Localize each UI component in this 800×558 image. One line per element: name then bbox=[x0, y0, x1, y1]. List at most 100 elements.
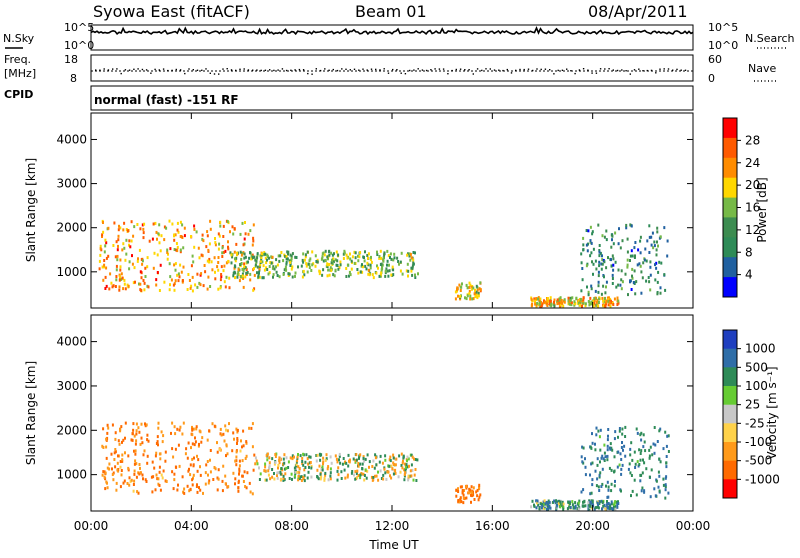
heatmap-cell bbox=[385, 267, 388, 271]
heatmap-cell bbox=[406, 253, 409, 257]
heatmap-cell bbox=[221, 255, 224, 258]
heatmap-cell bbox=[476, 494, 479, 498]
heatmap-cell bbox=[614, 231, 617, 235]
heatmap-cell bbox=[591, 230, 594, 234]
heatmap-cell bbox=[475, 292, 478, 296]
heatmap-cell bbox=[607, 428, 610, 431]
heatmap-cell bbox=[586, 249, 589, 253]
heatmap-cell bbox=[138, 248, 141, 252]
heatmap-cell bbox=[611, 273, 614, 277]
nave-point bbox=[578, 69, 581, 71]
nave-point bbox=[247, 69, 250, 71]
heatmap-cell bbox=[639, 452, 642, 455]
heatmap-cell bbox=[170, 278, 173, 282]
heatmap-cell bbox=[301, 275, 304, 279]
heatmap-cell bbox=[541, 504, 544, 508]
heatmap-cell bbox=[173, 248, 176, 251]
nave-point bbox=[468, 69, 470, 71]
heatmap-cell bbox=[641, 486, 644, 490]
heatmap-cell bbox=[610, 489, 613, 493]
colorbar-tick-label: 24 bbox=[745, 156, 760, 170]
heatmap-cell bbox=[182, 490, 185, 494]
heatmap-cell bbox=[160, 473, 163, 477]
heatmap-cell bbox=[218, 234, 221, 238]
heatmap-cell bbox=[617, 301, 620, 305]
heatmap-cell bbox=[237, 270, 240, 274]
heatmap-cell bbox=[243, 267, 246, 271]
nave-point bbox=[574, 72, 576, 75]
heatmap-cell bbox=[391, 467, 394, 471]
y-tick-label: 4000 bbox=[56, 335, 87, 349]
heatmap-cell bbox=[615, 285, 618, 289]
heatmap-cell bbox=[319, 458, 322, 462]
heatmap-cell bbox=[629, 259, 631, 262]
heatmap-cell bbox=[378, 256, 381, 260]
heatmap-cell bbox=[160, 430, 163, 434]
heatmap-cell bbox=[136, 223, 139, 226]
nave-point bbox=[489, 68, 491, 70]
heatmap-cell bbox=[254, 456, 257, 460]
heatmap-cell bbox=[241, 445, 243, 449]
heatmap-cell bbox=[603, 275, 605, 279]
heatmap-cell bbox=[244, 232, 247, 236]
heatmap-cell bbox=[189, 487, 192, 491]
heatmap-cell bbox=[638, 448, 641, 452]
heatmap-cell bbox=[203, 264, 206, 267]
heatmap-cell bbox=[173, 472, 176, 476]
heatmap-cell bbox=[141, 223, 144, 227]
heatmap-cell bbox=[268, 466, 271, 470]
heatmap-cell bbox=[639, 251, 642, 255]
heatmap-cell bbox=[357, 271, 360, 275]
heatmap-cell bbox=[264, 256, 267, 260]
heatmap-cell bbox=[118, 442, 121, 446]
heatmap-cell bbox=[457, 490, 460, 493]
heatmap-cell bbox=[571, 503, 574, 507]
heatmap-cell bbox=[290, 259, 293, 262]
heatmap-cell bbox=[151, 237, 154, 241]
heatmap-cell bbox=[111, 423, 114, 427]
colorbar-tick-label: -100 bbox=[745, 435, 772, 449]
heatmap-cell bbox=[349, 257, 352, 261]
heatmap-cell bbox=[202, 239, 205, 243]
heatmap-cell bbox=[620, 269, 623, 273]
heatmap-cell bbox=[559, 296, 562, 300]
heatmap-cell bbox=[115, 481, 118, 485]
heatmap-cell bbox=[603, 300, 606, 304]
heatmap-cell bbox=[221, 251, 224, 255]
heatmap-cell bbox=[175, 242, 178, 245]
heatmap-cell bbox=[240, 253, 243, 257]
heatmap-cell bbox=[153, 251, 156, 255]
heatmap-cell bbox=[111, 285, 114, 289]
heatmap-cell bbox=[212, 478, 215, 481]
colorbar-segment bbox=[723, 118, 737, 139]
heatmap-cell bbox=[273, 267, 276, 271]
nave-point bbox=[379, 69, 381, 71]
heatmap-cell bbox=[264, 478, 267, 482]
heatmap-cell bbox=[263, 268, 266, 272]
heatmap-cell bbox=[559, 505, 562, 509]
heatmap-cell bbox=[226, 220, 229, 223]
nave-point bbox=[392, 68, 394, 71]
heatmap-cell bbox=[113, 458, 116, 461]
heatmap-cell bbox=[270, 255, 273, 259]
heatmap-cell bbox=[618, 429, 621, 433]
heatmap-cell bbox=[653, 487, 656, 491]
heatmap-cell bbox=[587, 290, 590, 294]
heatmap-cell bbox=[404, 468, 407, 471]
heatmap-cell bbox=[597, 485, 600, 489]
heatmap-cell bbox=[601, 482, 604, 486]
heatmap-cell bbox=[252, 468, 255, 472]
heatmap-cell bbox=[589, 492, 592, 496]
heatmap-cell bbox=[245, 486, 248, 490]
heatmap-cell bbox=[345, 253, 348, 257]
heatmap-cell bbox=[582, 243, 585, 247]
nave-point bbox=[625, 70, 627, 72]
heatmap-cell bbox=[123, 282, 126, 286]
heatmap-cell bbox=[370, 257, 372, 261]
heatmap-cell bbox=[607, 434, 609, 438]
heatmap-cell bbox=[354, 459, 357, 463]
heatmap-cell bbox=[402, 454, 405, 458]
heatmap-cell bbox=[234, 257, 236, 261]
heatmap-cell bbox=[102, 446, 105, 449]
